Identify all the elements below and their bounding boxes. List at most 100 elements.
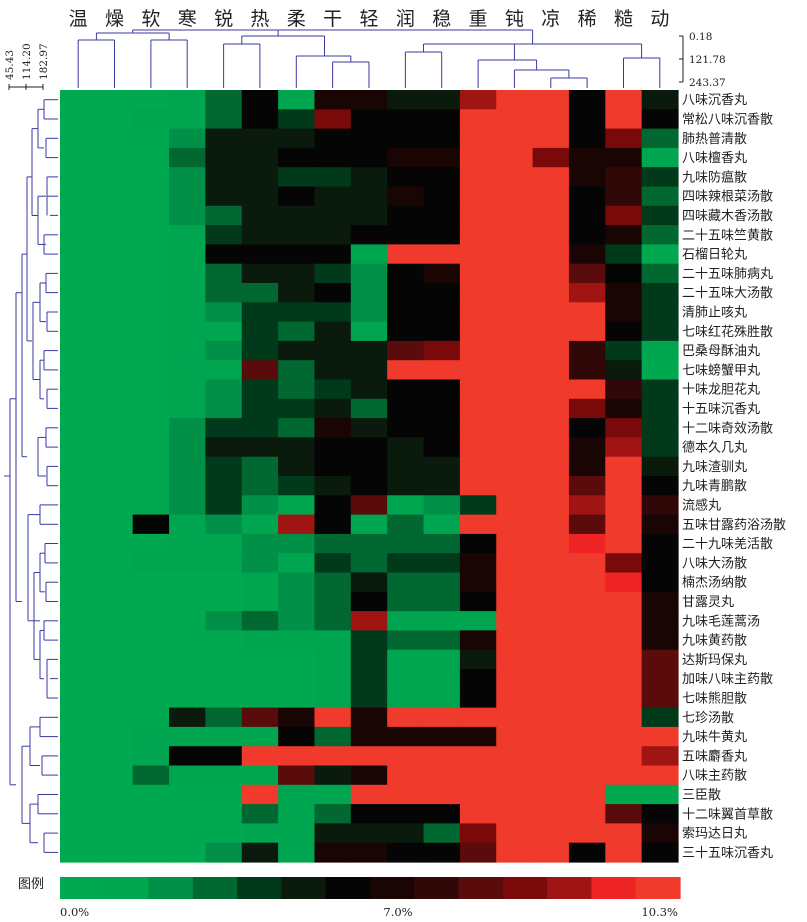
heatmap-cell [423,128,461,149]
heatmap-cell [423,804,461,824]
heatmap-cell [496,128,534,149]
heatmap-cell [350,688,388,709]
heatmap-cell [241,205,279,226]
heatmap-cell [350,90,388,110]
heatmap-cell [241,283,279,303]
heatmap-cell [568,321,606,342]
heatmap-cell [496,379,534,400]
heatmap-cell [241,649,279,670]
heatmap-cell [532,225,570,245]
heatmap-cell [568,630,606,651]
heatmap-cell [241,669,279,689]
heatmap-cell [60,572,97,593]
heatmap-cell [496,553,534,574]
row-label: 九味防瘟散 [682,169,747,185]
heatmap-cell [532,823,570,844]
heatmap-cell [459,591,497,612]
heatmap-cell [132,263,170,284]
heatmap-cell [241,533,279,554]
heatmap-cell [641,167,679,188]
heatmap-cell [205,591,243,612]
heatmap-cell [568,707,606,728]
heatmap-cell [387,630,425,651]
heatmap-cell [278,823,316,844]
heatmap-cell [496,340,534,361]
heatmap-cell [241,321,279,342]
heatmap-cell [60,804,97,824]
heatmap-cell [278,746,316,767]
row-label: 三臣散 [682,788,721,803]
heatmap-cell [387,553,425,574]
heatmap-cell [169,186,207,207]
heatmap-cell [459,746,497,767]
heatmap-cell [423,147,461,168]
heatmap-cell [387,437,425,458]
column-label: 干 [323,8,342,30]
heatmap-cell [423,244,461,265]
heatmap-cell [605,726,643,747]
heatmap-cell [278,688,316,709]
heatmap-cell [205,495,243,516]
heatmap-cell [459,418,497,438]
heatmap-cell [568,128,606,149]
heatmap-cell [132,823,170,844]
row-label: 清肺止咳丸 [682,305,747,320]
heatmap-cell [605,804,643,824]
heatmap-cell [169,128,207,149]
heatmap-cell [423,495,461,516]
heatmap-cell [278,784,316,805]
heatmap-cell [641,823,679,844]
heatmap-cell [532,726,570,747]
column-label: 糙 [614,8,633,30]
heatmap-cell [605,533,643,554]
heatmap-cell [532,804,570,824]
row-label: 九味黄药散 [682,634,747,649]
heatmap-cell [568,109,606,130]
heatmap-cell [350,784,388,805]
heatmap-cell [205,418,243,438]
heatmap-cell [641,225,679,245]
heatmap-cell [205,765,243,786]
heatmap-cell [605,109,643,130]
row-label: 四味藏木香汤散 [682,209,773,224]
heatmap-cell [60,533,97,554]
column-label: 稳 [432,8,451,30]
heatmap-cell [314,379,352,400]
heatmap-cell [169,842,207,863]
heatmap-cell [205,225,243,245]
heatmap-cell [641,263,679,284]
heatmap-cell [350,746,388,767]
row-label: 十五味沉香丸 [682,402,760,417]
heatmap-cell [60,476,97,496]
heatmap-cell [241,572,279,593]
heatmap-cell [641,726,679,747]
heatmap-cell [241,553,279,574]
row-label: 十二味翼首草散 [682,807,773,822]
column-label: 凉 [541,8,560,30]
heatmap-cell [568,360,606,381]
heatmap-cell [314,437,352,458]
heatmap-cell [423,167,461,188]
heatmap-cell [532,688,570,709]
row-labels: 八味沉香丸常松八味沉香散肺热普清散八味檀香丸九味防瘟散四味辣根菜汤散四味藏木香汤… [682,93,786,861]
heatmap-cell [132,688,170,709]
heatmap-cell [532,283,570,303]
heatmap-cell [314,186,352,207]
heatmap-cell [532,572,570,593]
heatmap-cell [132,611,170,631]
heatmap-cell [60,611,97,631]
heatmap-cell [496,842,534,863]
heatmap-cell [278,167,316,188]
heatmap-cell [350,476,388,496]
heatmap-cell [387,784,425,805]
heatmap-cell [314,340,352,361]
heatmap-cell [641,649,679,670]
heatmap-cell [278,90,316,110]
heatmap-cell [132,649,170,670]
heatmap-cell [568,167,606,188]
heatmap-cell [387,283,425,303]
heatmap-cell [387,823,425,844]
heatmap-cell [350,167,388,188]
row-label: 九味渣驯丸 [682,460,747,475]
heatmap-cell [96,456,134,477]
